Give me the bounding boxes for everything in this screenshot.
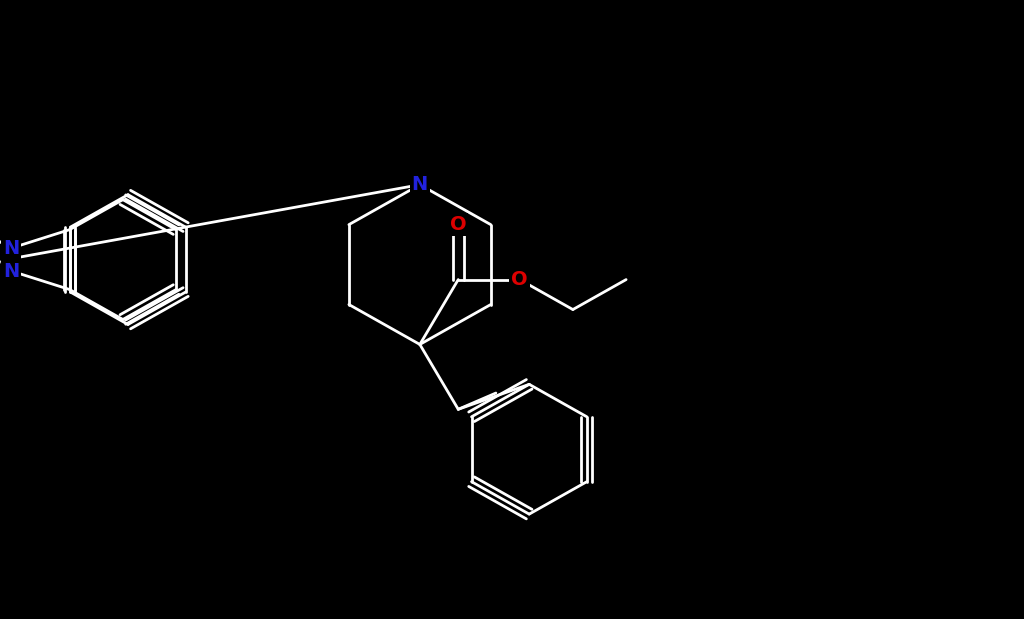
Text: N: N (412, 175, 428, 194)
Text: N: N (3, 261, 19, 280)
Text: O: O (511, 270, 528, 289)
Text: N: N (3, 239, 19, 258)
Text: O: O (450, 215, 467, 234)
